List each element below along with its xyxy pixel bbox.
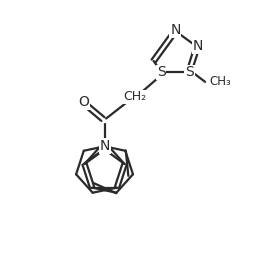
Text: CH₂: CH₂ [123,91,147,103]
Text: O: O [79,95,90,109]
Text: N: N [170,23,180,38]
Text: CH₃: CH₃ [209,75,231,88]
Text: S: S [157,65,165,79]
Text: S: S [185,65,194,79]
Text: N: N [99,139,110,153]
Text: N: N [193,39,203,53]
